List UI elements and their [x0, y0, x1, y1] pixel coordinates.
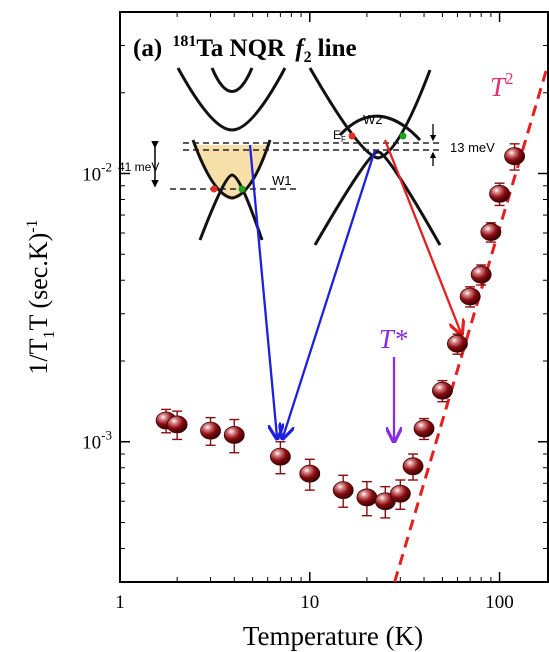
band-curve-w1-top — [210, 67, 254, 93]
x-tick-label: 100 — [485, 592, 514, 613]
blue-arrow-1 — [248, 144, 277, 437]
point-marker — [269, 447, 291, 466]
tstar-label: T* — [379, 324, 408, 354]
data-point — [356, 480, 378, 517]
data-point — [299, 458, 321, 491]
title-isotope: 181 — [172, 33, 196, 50]
band-curve-w1-lower — [191, 139, 272, 200]
band-curve-w1-bottom — [198, 173, 264, 241]
fit-label-main: T — [490, 72, 507, 102]
data-point — [413, 417, 435, 441]
x-tick-label: 1 — [115, 592, 125, 613]
title-element: Ta NQR — [196, 35, 286, 62]
data-point — [223, 418, 245, 454]
point-marker — [389, 484, 411, 503]
point-marker — [470, 265, 492, 284]
point-marker — [489, 184, 510, 203]
point-marker — [356, 488, 378, 507]
data-point — [332, 474, 354, 508]
title-line: f — [295, 35, 306, 62]
dot-red-w1 — [210, 185, 218, 193]
data-point — [374, 485, 396, 519]
blue-arrow-2 — [283, 149, 377, 437]
band-diagram-inset: 41 meV 13 meV W1 W2 EF — [118, 67, 495, 246]
point-marker — [332, 481, 354, 500]
y-axis-label-exp: -1 — [24, 219, 41, 232]
y-axis-label-tail: T (sec.K) — [24, 233, 53, 331]
title-line-sub: 2 — [304, 49, 312, 66]
x-tick-label: 10 — [300, 592, 319, 613]
y-tick-label: 10-3 — [82, 428, 112, 454]
data-point — [402, 453, 424, 481]
fit-label: T2 — [490, 69, 514, 102]
y-tick-exp: -2 — [101, 159, 112, 174]
data-point — [432, 379, 453, 403]
point-marker — [504, 147, 525, 166]
y-tick-exp: -3 — [101, 428, 112, 443]
point-marker — [432, 381, 453, 400]
point-marker — [166, 415, 188, 434]
band-curve-w2-a — [308, 67, 432, 160]
point-marker — [402, 457, 424, 476]
data-point — [504, 143, 525, 171]
dot-green-w1 — [238, 185, 246, 193]
chart-title: (a) 181Ta NQR f2 line — [133, 33, 357, 66]
plot-frame — [119, 11, 549, 583]
data-point — [200, 416, 221, 446]
title-suffix: line — [318, 35, 357, 62]
point-marker — [459, 287, 481, 306]
point-marker — [299, 464, 321, 483]
data-point — [269, 441, 291, 475]
dot-red-w2 — [348, 132, 356, 140]
panel-label: (a) — [133, 35, 162, 62]
point-marker — [413, 419, 435, 438]
data-point — [389, 479, 411, 510]
data-point — [166, 410, 188, 441]
y-axis-label: 1/T1T (sec.K)-1 — [24, 219, 58, 374]
label-w2: W2 — [363, 112, 383, 127]
label-ef-sub: F — [341, 135, 346, 144]
label-w1: W1 — [272, 173, 292, 188]
y-tick-base: 10 — [82, 164, 101, 185]
band-curve-w1-upper — [176, 67, 287, 132]
red-arrow — [383, 139, 461, 333]
fit-label-exp: 2 — [505, 69, 514, 88]
data-point — [470, 264, 492, 286]
point-marker — [200, 421, 221, 440]
point-marker — [480, 223, 502, 241]
data-point — [447, 333, 468, 355]
band-curve-w2-d — [313, 150, 442, 246]
y-axis-label-main: 1/T — [24, 338, 53, 374]
data-points — [155, 143, 525, 519]
label-ef: EF — [333, 128, 346, 144]
dot-green-w2 — [399, 132, 407, 140]
label-13meV: 13 meV — [450, 140, 495, 155]
y-tick-base: 10 — [82, 433, 101, 454]
point-marker — [447, 334, 468, 353]
y-tick-label: 10-2 — [82, 159, 112, 185]
x-axis-label: Temperature (K) — [243, 621, 423, 651]
label-ef-main: E — [333, 128, 341, 142]
data-point — [480, 222, 502, 243]
band-curve-w2-c — [338, 114, 422, 142]
data-point — [489, 182, 510, 207]
data-point — [459, 286, 481, 308]
point-marker — [223, 426, 245, 444]
y-axis-label-sub: 1 — [41, 330, 58, 338]
label-41meV: 41 meV — [118, 160, 159, 174]
